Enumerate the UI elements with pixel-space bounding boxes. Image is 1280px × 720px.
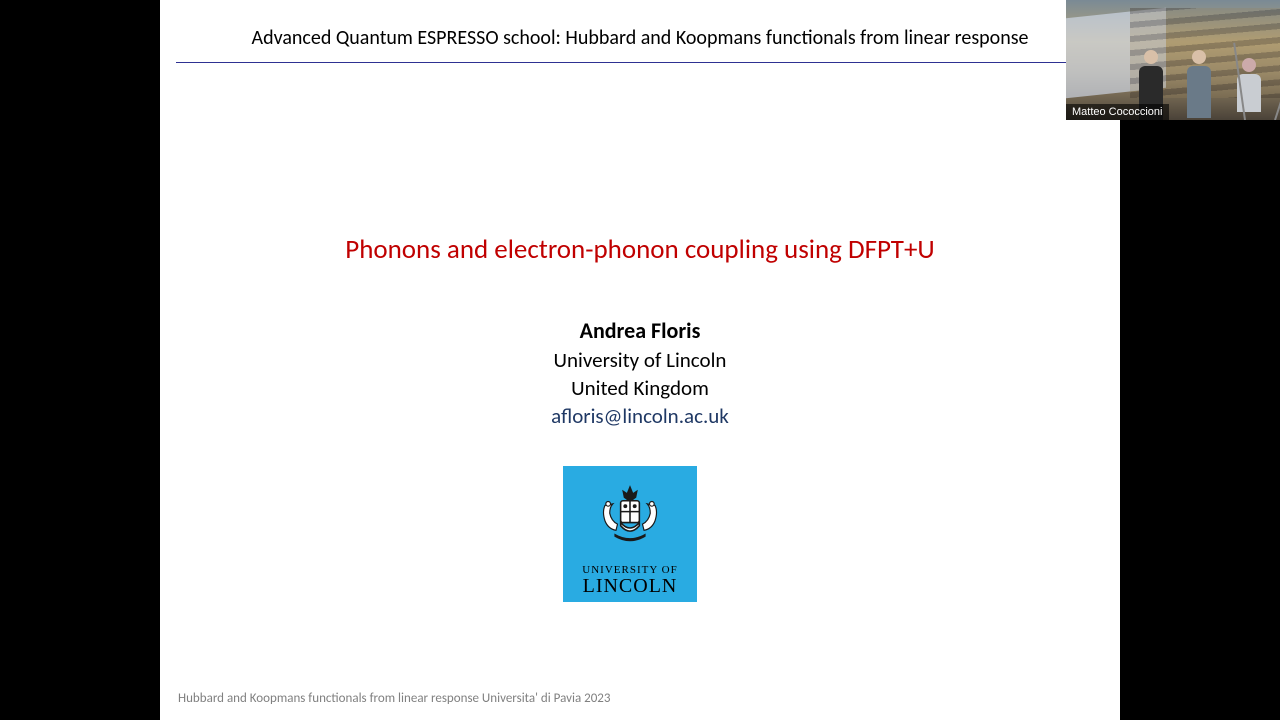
university-logo: UNIVERSITY OF LINCOLN — [563, 466, 697, 602]
webcam-person — [1186, 50, 1212, 120]
header-rule — [176, 62, 1104, 63]
author-name: Andrea Floris — [160, 316, 1120, 346]
author-affiliation: University of Lincoln — [160, 346, 1120, 374]
slide-footer: Hubbard and Koopmans functionals from li… — [178, 691, 611, 706]
webcam-name-label: Matteo Cococcioni — [1066, 104, 1169, 120]
logo-crest-icon — [590, 482, 670, 560]
presentation-title: Phonons and electron-phonon coupling usi… — [160, 233, 1120, 266]
slide: Advanced Quantum ESPRESSO school: Hubbar… — [160, 0, 1120, 720]
author-country: United Kingdom — [160, 374, 1120, 402]
author-email: afloris@lincoln.ac.uk — [160, 402, 1120, 430]
author-block: Andrea Floris University of Lincoln Unit… — [160, 316, 1120, 431]
header-text: Advanced Quantum ESPRESSO school: Hubbar… — [160, 26, 1120, 50]
webcam-overlay: Matteo Cococcioni — [1066, 0, 1280, 120]
logo-text-lincoln: LINCOLN — [583, 576, 678, 596]
